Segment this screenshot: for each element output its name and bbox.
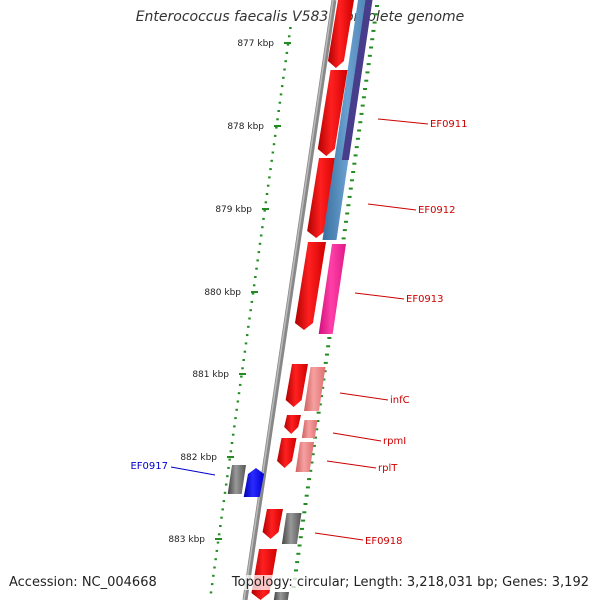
cds-feature[interactable] [317, 70, 348, 156]
gray-feature[interactable] [273, 592, 289, 600]
gene-leader-line [314, 532, 364, 541]
genome-backbone-highlight [243, 0, 334, 600]
pink-feature[interactable] [295, 442, 314, 472]
ruler-tick-label: 878 kbp [227, 122, 264, 132]
cds-feature[interactable] [262, 509, 283, 539]
gene-label[interactable]: EF0912 [418, 205, 456, 216]
pink-feature[interactable] [303, 367, 326, 411]
blast-hit-dark-feature[interactable] [341, 0, 373, 160]
ruler-tick-label: 877 kbp [237, 39, 274, 49]
gene-leader-line [354, 292, 405, 300]
ruler-tick-label: 882 kbp [180, 453, 217, 463]
gene-label[interactable]: infC [390, 395, 410, 406]
cds-feature[interactable] [277, 438, 297, 468]
cds-feature[interactable] [327, 0, 354, 68]
gene-label[interactable]: EF0918 [365, 536, 403, 547]
gene-leader-line [332, 432, 382, 442]
cds-feature[interactable] [307, 158, 337, 238]
map-title: Enterococcus faecalis V583, complete gen… [135, 9, 465, 25]
blue-feature[interactable] [243, 468, 264, 497]
cds-feature[interactable] [285, 364, 308, 407]
gene-label[interactable]: rplT [378, 463, 398, 474]
ruler-tick-label: 879 kbp [215, 205, 252, 215]
gene-label[interactable]: EF0911 [430, 119, 468, 130]
gene-label[interactable]: EF0917 [130, 461, 168, 472]
pink-feature[interactable] [301, 420, 318, 438]
gene-leader-line [326, 460, 377, 469]
gene-leader-line [377, 118, 429, 125]
gene-leader-line [367, 203, 417, 211]
ruler-tick-label: 880 kbp [204, 288, 241, 298]
cds-feature[interactable] [284, 415, 301, 434]
genome-backbone [242, 0, 337, 600]
cds-feature[interactable] [294, 242, 326, 330]
accession-label: Accession: NC_004668 [9, 575, 157, 590]
ruler-tick-label: 881 kbp [192, 370, 229, 380]
genome-summary: Topology: circular; Length: 3,218,031 bp… [229, 575, 591, 590]
gene-leader-line [339, 392, 389, 401]
gray-feature[interactable] [281, 513, 302, 544]
gene-label[interactable]: rpmI [383, 436, 406, 447]
gene-label[interactable]: EF0913 [406, 294, 444, 305]
magenta-feature[interactable] [318, 244, 346, 334]
gray-feature[interactable] [227, 465, 246, 494]
gene-leader-line [170, 466, 216, 476]
ruler-tick-label: 883 kbp [168, 535, 205, 545]
